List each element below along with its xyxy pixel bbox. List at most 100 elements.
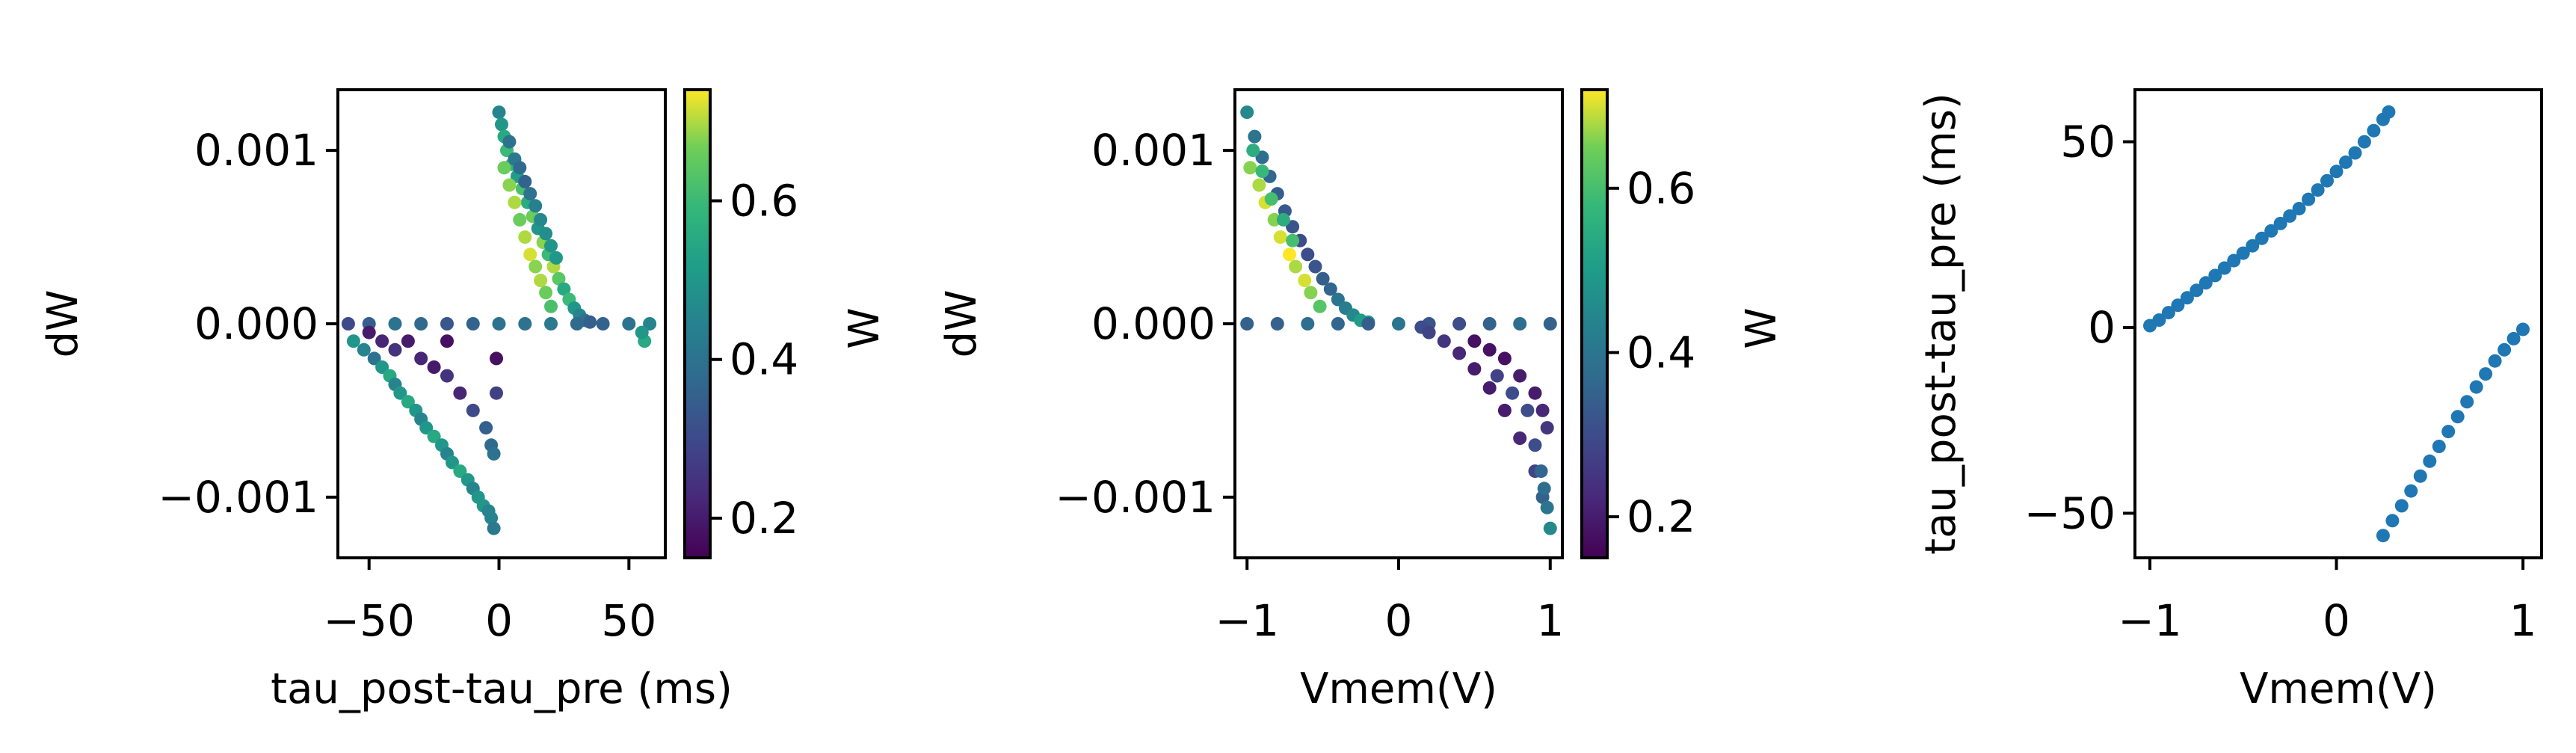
scatter-point xyxy=(1482,317,1497,331)
x-tick-label: 0 xyxy=(485,595,513,646)
y-tick-label: −50 xyxy=(2024,488,2116,538)
scatter-point xyxy=(544,317,558,331)
scatter-point xyxy=(1240,317,1254,331)
scatter-point xyxy=(393,386,407,400)
scatter-point xyxy=(446,455,459,470)
scatter-point xyxy=(414,317,428,331)
scatter-point xyxy=(2432,440,2446,453)
colorbar-frame xyxy=(683,88,712,559)
scatter-point xyxy=(2208,268,2222,283)
scatter-point xyxy=(2302,192,2316,206)
scatter-point xyxy=(2348,146,2362,160)
scatter-point xyxy=(1276,212,1290,227)
scatter-point xyxy=(1248,129,1262,144)
scatter-point xyxy=(622,317,636,331)
colorbar-label: W xyxy=(1737,307,1786,348)
chart-panel-3: −1 0 1 50 0 −50 Vmem(V) tau_post-tau_pre (ms… xyxy=(1917,88,2543,713)
scatter-point xyxy=(1286,233,1300,248)
scatter-point xyxy=(513,212,527,227)
y-tick-label: 0.001 xyxy=(194,125,318,176)
colorbar-gradient xyxy=(685,90,710,558)
scatter-point xyxy=(1273,230,1287,245)
x-tick-label: 0 xyxy=(2323,595,2350,646)
x-axis-ticks: −1 0 1 xyxy=(1215,558,1564,646)
scatter-point xyxy=(1452,346,1467,360)
scatter-point xyxy=(2441,425,2456,439)
scatter-point xyxy=(2236,246,2250,260)
y-tick-label: 0.000 xyxy=(194,298,318,349)
scatter-point xyxy=(502,135,517,149)
y-axis-ticks: 0.001 0.000 −0.001 xyxy=(158,125,338,523)
y-tick-label: 0 xyxy=(2088,302,2116,353)
scatter-point xyxy=(2329,165,2344,179)
scatter-point xyxy=(346,334,360,348)
scatter-point xyxy=(401,334,415,348)
scatter-point xyxy=(518,317,532,331)
scatter-point xyxy=(2469,380,2483,394)
scatter-point xyxy=(1540,500,1554,514)
scatter-point xyxy=(1467,362,1482,376)
scatter-point xyxy=(549,251,563,265)
colorbar-tick-label: 0.6 xyxy=(1627,163,1695,214)
scatter-point xyxy=(492,317,506,331)
scatter-point xyxy=(367,351,381,366)
scatter-point xyxy=(2190,283,2204,298)
x-axis-label: Vmem(V) xyxy=(1300,665,1497,713)
scatter-point xyxy=(1240,105,1254,120)
scatter-point xyxy=(487,521,501,535)
x-axis-ticks: −1 0 1 xyxy=(2118,558,2536,646)
scatter-point xyxy=(479,421,493,435)
x-axis-label: tau_post-tau_pre (ms) xyxy=(271,665,733,713)
scatter-point xyxy=(2506,331,2521,345)
scatter-point xyxy=(1255,150,1269,165)
scatter-point xyxy=(534,274,548,287)
scatter-point xyxy=(487,446,501,461)
scatter-point xyxy=(466,403,480,417)
scatter-point xyxy=(1246,144,1260,158)
scatter-point xyxy=(2385,514,2400,528)
scatter-point xyxy=(1286,220,1300,234)
scatter-point xyxy=(1543,521,1557,535)
scatter-point xyxy=(2479,367,2493,381)
scatter-point xyxy=(484,511,499,525)
x-tick-label: −1 xyxy=(1215,595,1279,646)
scatter-point xyxy=(2404,484,2418,498)
y-tick-label: −0.001 xyxy=(158,472,318,523)
scatter-point xyxy=(2273,216,2287,230)
scatter-point xyxy=(1243,161,1257,175)
scatter-point xyxy=(539,286,553,300)
scatter-point xyxy=(497,161,511,175)
scatter-point xyxy=(529,259,543,274)
scatter-point xyxy=(1535,403,1550,417)
colorbar-tick-label: 0.2 xyxy=(1627,491,1695,542)
scatter-point xyxy=(375,334,389,348)
scatter-point xyxy=(440,334,454,348)
scatter-point xyxy=(466,317,480,331)
scatter-point xyxy=(1301,248,1315,262)
scatter-point xyxy=(1520,403,1535,417)
scatter-point xyxy=(1534,464,1548,479)
y-tick-label: −0.001 xyxy=(1055,472,1215,523)
scatter-point xyxy=(388,342,402,357)
colorbar-ticks: 0.2 0.4 0.6 xyxy=(1607,163,1695,542)
scatter-point xyxy=(1482,381,1497,395)
scatter-point xyxy=(453,464,467,479)
y-tick-label: 0.000 xyxy=(1091,298,1215,349)
scatter-point xyxy=(2255,231,2269,245)
scatter-point xyxy=(513,161,527,175)
scatter-point xyxy=(1513,317,1527,331)
scatter-point xyxy=(1323,282,1337,296)
x-tick-label: 1 xyxy=(1536,595,1564,646)
y-axis-label: tau_post-tau_pre (ms) xyxy=(1917,93,1965,555)
x-tick-label: −50 xyxy=(324,595,415,646)
scatter-point xyxy=(2152,313,2166,327)
scatter-point xyxy=(362,325,376,339)
y-axis-label: dW xyxy=(937,290,986,358)
scatter-point xyxy=(1289,259,1303,274)
colorbar: 0.2 0.4 0.6 W xyxy=(1580,88,1786,559)
scatter-point xyxy=(1331,292,1345,307)
scatter-point xyxy=(523,187,537,201)
scatter-point xyxy=(1540,421,1554,435)
scatter-point xyxy=(1437,334,1451,348)
